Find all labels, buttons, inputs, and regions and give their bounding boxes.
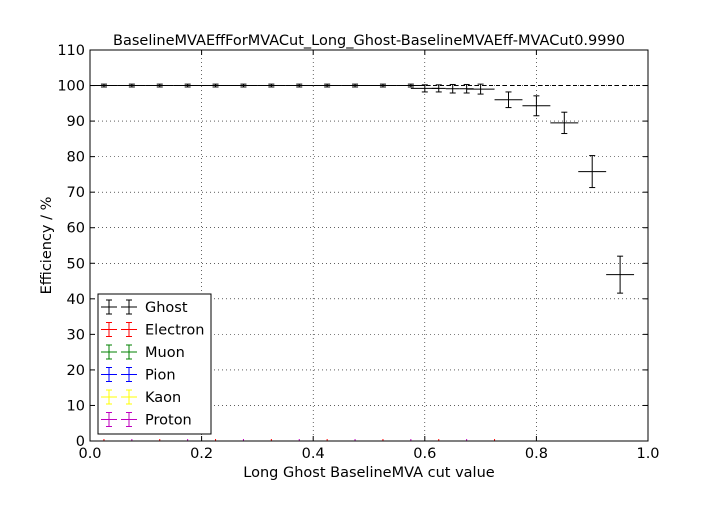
data-point-ghost bbox=[494, 91, 523, 109]
plot-frame bbox=[89, 49, 649, 442]
legend-label-proton: Proton bbox=[145, 413, 192, 429]
y-tick-label: 80 bbox=[67, 150, 85, 166]
data-point-ghost bbox=[229, 83, 258, 88]
data-point-ghost bbox=[522, 95, 551, 117]
legend-item-muon: Muon bbox=[101, 344, 185, 361]
y-axis-label: Efficiency / % bbox=[39, 197, 55, 295]
axis-ticks bbox=[89, 49, 649, 442]
y-tick-label: 110 bbox=[57, 43, 85, 59]
x-tick-label: 0.0 bbox=[78, 446, 101, 462]
data-point-ghost bbox=[313, 83, 342, 88]
legend-item-kaon: Kaon bbox=[101, 389, 181, 406]
data-point-ghost bbox=[606, 255, 635, 294]
legend-item-proton: Proton bbox=[101, 412, 192, 429]
y-tick-label: 60 bbox=[67, 221, 85, 237]
x-tick-label: 0.6 bbox=[413, 446, 436, 462]
data-point-ghost bbox=[145, 83, 174, 88]
data-point-ghost bbox=[285, 83, 314, 88]
legend-item-pion: Pion bbox=[101, 367, 176, 384]
y-tick-label: 0 bbox=[76, 434, 85, 450]
legend: Ghost Electron Muon Pion Kaon Proton bbox=[97, 293, 212, 435]
x-tick-label: 0.2 bbox=[190, 446, 213, 462]
chart-title: BaselineMVAEffForMVACut_Long_Ghost-Basel… bbox=[113, 33, 625, 49]
y-tick-label: 50 bbox=[67, 256, 85, 272]
legend-item-ghost: Ghost bbox=[101, 299, 188, 316]
data-point-ghost bbox=[173, 83, 202, 88]
legend-item-electron: Electron bbox=[101, 322, 204, 339]
data-point-ghost bbox=[396, 83, 425, 88]
data-point-ghost bbox=[201, 83, 230, 88]
legend-label-pion: Pion bbox=[145, 368, 176, 384]
y-tick-label: 30 bbox=[67, 327, 85, 343]
data-point-ghost bbox=[550, 111, 579, 135]
legend-label-electron: Electron bbox=[145, 323, 204, 339]
y-tick-label: 90 bbox=[67, 114, 85, 130]
y-tick-label: 100 bbox=[57, 79, 85, 95]
data-point-ghost bbox=[431, 84, 446, 93]
x-tick-label: 0.8 bbox=[525, 446, 548, 462]
y-tick-label: 20 bbox=[67, 363, 85, 379]
tick-labels: 0.0 0.2 0.4 0.6 0.8 1.0 0 10 20 30 40 50 60 70 80 90 100… bbox=[57, 43, 659, 462]
y-tick-label: 10 bbox=[67, 398, 85, 414]
y-tick-label: 70 bbox=[67, 185, 85, 201]
data-point-ghost bbox=[578, 155, 607, 189]
y-tick-label: 40 bbox=[67, 292, 85, 308]
data-point-ghost bbox=[466, 83, 495, 95]
data-point-ghost bbox=[369, 83, 397, 88]
legend-label-ghost: Ghost bbox=[145, 300, 188, 316]
x-axis-label: Long Ghost BaselineMVA cut value bbox=[243, 465, 494, 481]
legend-box bbox=[97, 293, 212, 435]
legend-label-kaon: Kaon bbox=[145, 390, 181, 406]
x-tick-label: 0.4 bbox=[302, 446, 325, 462]
legend-label-muon: Muon bbox=[145, 345, 185, 361]
data-point-ghost bbox=[257, 83, 286, 88]
data-point-ghost bbox=[341, 83, 369, 88]
data-point-ghost bbox=[117, 83, 146, 88]
x-tick-label: 1.0 bbox=[636, 446, 659, 462]
data-point-ghost bbox=[445, 83, 460, 94]
